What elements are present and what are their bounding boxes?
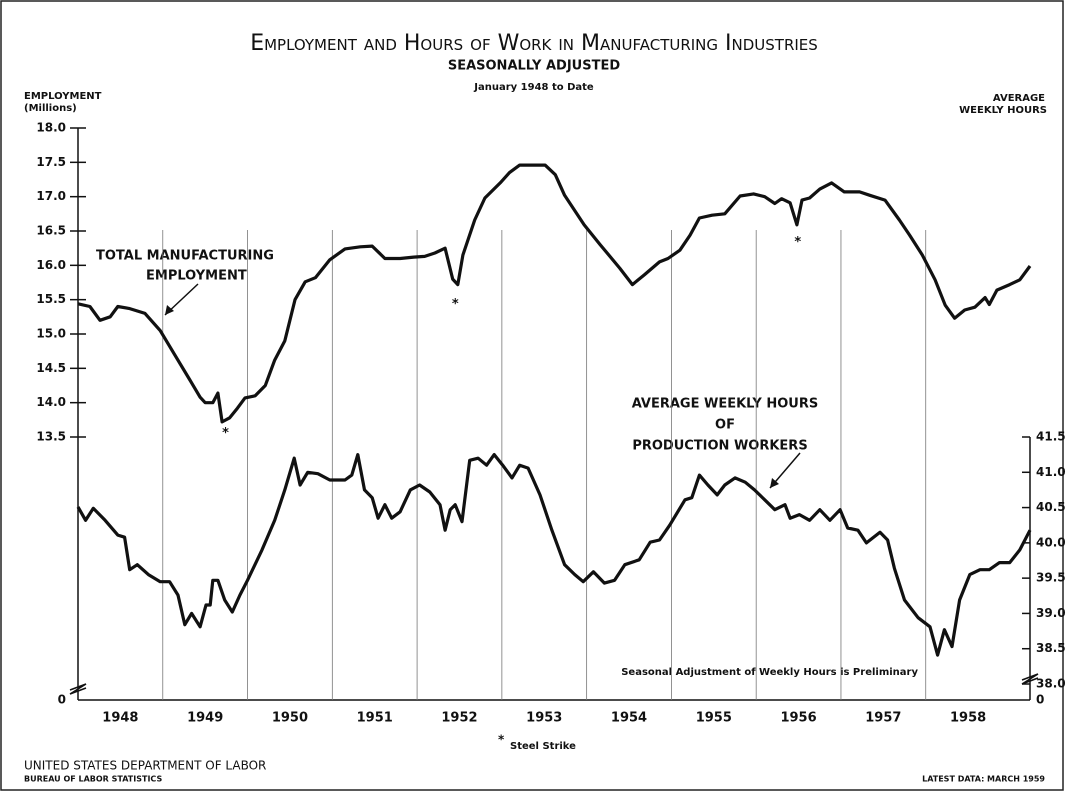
arrow-head: [770, 478, 779, 488]
y2-label: AVERAGE: [993, 93, 1045, 104]
series-label: AVERAGE WEEKLY HOURS: [632, 397, 819, 412]
x-tick-label: 1952: [441, 711, 477, 726]
y-tick-label: 14.5: [36, 361, 66, 375]
y2-tick-label: 40.5: [1036, 500, 1066, 514]
axis-break: [1021, 673, 1039, 685]
y2-tick-label: 41.5: [1036, 430, 1066, 444]
x-tick-label: 1956: [780, 711, 816, 726]
y-label: EMPLOYMENT: [24, 91, 102, 102]
footnote-mark: *: [498, 733, 505, 747]
latest-data: LATEST DATA: MARCH 1959: [922, 775, 1045, 784]
y2-tick-label: 39.5: [1036, 571, 1066, 585]
arrow-head: [165, 305, 174, 315]
y2-label: WEEKLY HOURS: [959, 105, 1047, 116]
x-tick-label: 1958: [950, 711, 986, 726]
x-tick-label: 1951: [357, 711, 393, 726]
strike-mark: *: [794, 235, 801, 250]
x-tick-label: 1955: [696, 711, 732, 726]
y-label: (Millions): [24, 103, 77, 114]
source: UNITED STATES DEPARTMENT OF LABOR: [24, 759, 266, 773]
y-tick-label: 17.0: [36, 189, 66, 203]
strike-mark: *: [222, 426, 229, 441]
x-tick-label: 1950: [272, 711, 308, 726]
series-label: EMPLOYMENT: [146, 269, 247, 284]
chart-subtitle: SEASONALLY ADJUSTED: [448, 59, 620, 74]
y-tick-label: 15.0: [36, 327, 66, 341]
y-tick-label: 15.5: [36, 292, 66, 306]
y2-tick-label: 38.5: [1036, 641, 1066, 655]
y2-tick-label: 40.0: [1036, 535, 1066, 549]
x-tick-label: 1949: [187, 711, 223, 726]
y-tick-label: 16.0: [36, 258, 66, 272]
series-label: OF: [715, 418, 735, 433]
series-line: [76, 453, 1032, 657]
y-tick-label: 18.0: [36, 121, 66, 135]
y2-tick-label: 41.0: [1036, 465, 1066, 479]
series-label: TOTAL MANUFACTURING: [96, 249, 274, 264]
y-tick-label: 13.5: [36, 430, 66, 444]
x-tick-label: 1957: [865, 711, 901, 726]
note: Seasonal Adjustment of Weekly Hours is P…: [621, 667, 918, 678]
series-label: PRODUCTION WORKERS: [632, 439, 807, 454]
period: January 1948 to Date: [473, 82, 594, 93]
x-tick-label: 1953: [526, 711, 562, 726]
y-tick-label: 14.0: [36, 395, 66, 409]
y2-tick-label: 39.0: [1036, 606, 1066, 620]
axis-break: [69, 683, 87, 695]
y-tick-label: 17.5: [36, 155, 66, 169]
y-break-label: 0: [58, 693, 66, 707]
chart-title: Employment and Hours of Work in Manufact…: [250, 31, 818, 56]
source-sub: BUREAU OF LABOR STATISTICS: [24, 775, 162, 784]
x-tick-label: 1948: [102, 711, 138, 726]
strike-mark: *: [452, 297, 459, 312]
y-tick-label: 16.5: [36, 224, 66, 238]
footnote: Steel Strike: [510, 741, 576, 752]
y2-break-label: 0: [1036, 693, 1044, 707]
x-tick-label: 1954: [611, 711, 647, 726]
y2-tick-label: 38.0: [1036, 677, 1066, 691]
series-line: [77, 163, 1032, 424]
